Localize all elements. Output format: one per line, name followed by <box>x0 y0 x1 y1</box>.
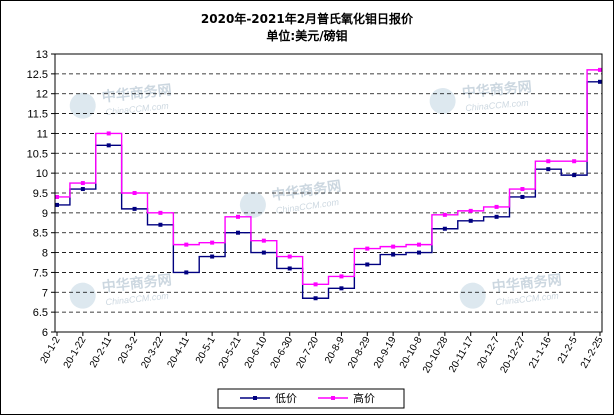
data-point <box>106 131 111 136</box>
data-point <box>391 252 396 257</box>
data-point <box>468 218 473 223</box>
legend: 低价 高价 <box>217 388 405 409</box>
data-point <box>236 214 240 219</box>
data-point <box>572 159 577 164</box>
data-point <box>339 274 344 279</box>
y-tick-label: 9.5 <box>33 188 48 200</box>
data-point <box>158 222 163 227</box>
data-point <box>55 202 59 207</box>
data-point <box>494 204 499 209</box>
data-point <box>313 296 318 301</box>
data-point <box>391 244 396 249</box>
series-layer <box>55 67 602 301</box>
data-point <box>261 238 266 243</box>
data-point <box>468 208 473 213</box>
data-point <box>520 194 525 199</box>
data-point <box>365 246 370 251</box>
y-tick-label: 11.5 <box>27 109 48 121</box>
data-point <box>158 210 163 215</box>
data-point <box>261 250 266 255</box>
series-high <box>55 67 602 287</box>
legend-marker <box>331 396 335 400</box>
data-point <box>442 212 447 217</box>
watermark-globe-icon <box>429 88 456 115</box>
data-point <box>210 254 215 259</box>
y-tick-label: 8 <box>42 248 48 260</box>
y-tick-label: 12.5 <box>27 69 48 81</box>
legend-label: 高价 <box>353 391 375 405</box>
data-point <box>598 79 602 84</box>
chart-title: 2020年-2021年2月普氏氧化钼日报价 <box>201 11 414 26</box>
data-point <box>55 194 59 199</box>
data-point <box>442 226 447 231</box>
data-point <box>598 67 602 72</box>
watermark-globe-icon <box>239 191 266 218</box>
y-tick-label: 7.5 <box>33 267 48 279</box>
data-point <box>132 191 137 195</box>
data-point <box>184 270 189 275</box>
data-point <box>417 250 421 255</box>
data-point <box>494 214 499 219</box>
data-point <box>417 242 421 247</box>
y-tick-label: 9 <box>42 208 48 220</box>
data-point <box>80 187 85 192</box>
y-tick-label: 8.5 <box>33 228 48 240</box>
legend-marker <box>253 396 257 400</box>
plot-area-border <box>54 53 603 333</box>
legend-label: 低价 <box>275 392 297 405</box>
watermark-globe-icon <box>69 92 96 119</box>
y-tick-label: 11 <box>37 128 48 140</box>
y-tick-label: 7 <box>42 287 48 299</box>
data-point <box>210 240 215 245</box>
data-point <box>287 254 292 259</box>
data-point <box>184 242 189 247</box>
watermark-text: 中华商务网 <box>461 78 532 101</box>
data-point <box>236 230 240 235</box>
data-point <box>313 282 318 287</box>
series-line <box>57 69 600 286</box>
data-point <box>546 159 551 164</box>
watermark-globe-icon <box>69 282 96 309</box>
y-tick-label: 13 <box>36 49 48 61</box>
watermark-globe-icon <box>459 282 486 309</box>
data-point <box>80 181 85 186</box>
data-point <box>546 167 551 172</box>
data-point <box>106 143 111 148</box>
y-tick-label: 6.5 <box>33 307 48 319</box>
data-point <box>520 187 525 192</box>
data-point <box>572 173 577 178</box>
y-tick-label: 12 <box>36 89 48 101</box>
legend-box <box>217 388 405 409</box>
data-point <box>339 286 344 291</box>
y-tick-label: 10.5 <box>27 148 48 160</box>
data-point <box>287 266 292 271</box>
y-tick-label: 6 <box>42 327 48 339</box>
data-point <box>365 262 370 267</box>
data-point <box>132 206 137 211</box>
y-axis: 6 6.5 7 7.5 8 8.5 9 9.5 10 10.5 11 11.5 12 12.5 13 <box>27 49 55 339</box>
y-tick-label: 10 <box>36 168 48 180</box>
chart-subtitle: 单位:美元/磅钼 <box>266 28 347 43</box>
